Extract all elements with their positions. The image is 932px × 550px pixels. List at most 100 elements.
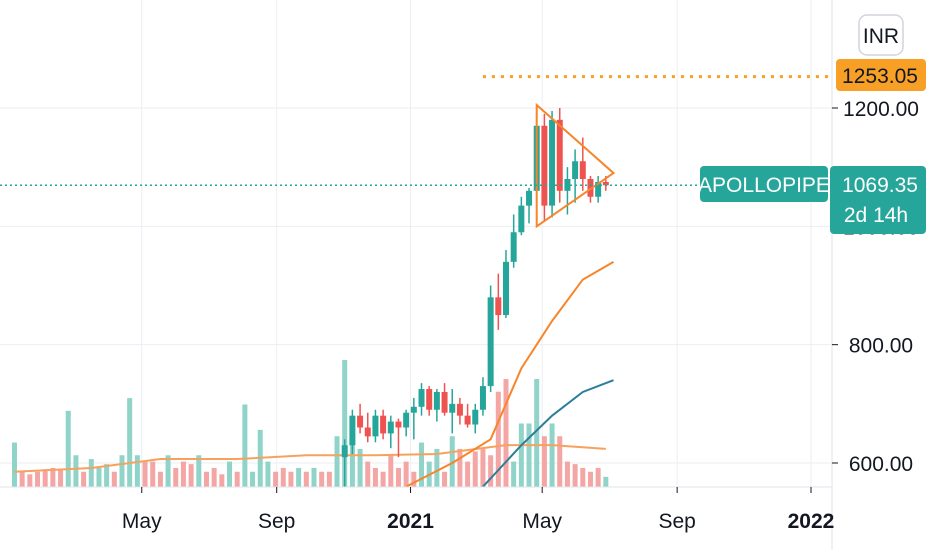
volume-bar [388, 455, 394, 487]
candle-body [602, 181, 609, 186]
candle-body [426, 389, 433, 410]
volume-bar [465, 461, 471, 487]
candle-body [472, 409, 479, 425]
volume-bar [203, 471, 209, 487]
volume-bar [219, 474, 225, 487]
price-lines [0, 75, 832, 187]
volume-bar [403, 461, 409, 487]
candle-body [441, 392, 448, 413]
candle-body [380, 415, 387, 434]
volume-bar [134, 455, 140, 487]
volume-bar [495, 391, 501, 487]
target-price-tag: 1253.05 [836, 59, 926, 91]
bar-countdown: 2d 14h [844, 204, 908, 227]
x-tick-label: Sep [658, 510, 695, 533]
volume-bar [11, 442, 17, 487]
candle-body [387, 421, 394, 434]
volume-bar [19, 471, 25, 487]
x-tick-label: May [522, 510, 562, 533]
candle-body [403, 412, 410, 428]
x-tick-label: Sep [258, 510, 295, 533]
volume-bar [572, 464, 578, 487]
volume-bar [288, 471, 294, 487]
volume-bar [88, 459, 94, 487]
volume-bar [280, 467, 286, 487]
volume-bar [127, 398, 133, 487]
volume-bars [11, 360, 609, 487]
volume-bar [326, 471, 332, 487]
volume-bar [503, 379, 509, 487]
candle-body [349, 415, 356, 446]
volume-bar [319, 471, 325, 487]
candle-body [572, 161, 579, 179]
volume-bar [227, 461, 233, 487]
candle-body [556, 119, 563, 191]
volume-bar [303, 471, 309, 487]
volume-bar [273, 471, 279, 487]
candle-body [395, 421, 402, 428]
candle-body [495, 297, 502, 316]
volume-bar [35, 471, 41, 487]
volume-bar [372, 467, 378, 487]
volume-bar [165, 455, 171, 487]
candle-body [595, 181, 602, 197]
volume-bar [534, 379, 540, 487]
symbol-tag[interactable]: APOLLOPIPE [698, 166, 830, 202]
volume-bar [411, 471, 417, 487]
y-tick-label: 1200.00 [843, 98, 919, 121]
currency-label: INR [863, 25, 899, 48]
currency-button[interactable]: INR [858, 14, 904, 56]
moving-average-line [405, 260, 615, 488]
volume-bar [42, 469, 48, 487]
y-tick-label: 600.00 [849, 453, 913, 476]
y-tick-label: 800.00 [849, 335, 913, 358]
candle-body [579, 161, 586, 179]
candle-body [364, 427, 371, 437]
volume-bar [119, 455, 125, 487]
triangle-drawing [535, 102, 616, 229]
volume-bar [587, 471, 593, 487]
candle-body [564, 179, 571, 191]
candle-body [418, 389, 425, 407]
candle-body [341, 445, 348, 458]
volume-bar [457, 448, 463, 487]
volume-bar [557, 436, 563, 487]
volume-bar [111, 471, 117, 487]
volume-bar [211, 467, 217, 487]
volume-bar [73, 455, 79, 487]
volume-bar [349, 429, 355, 487]
candle-body [502, 261, 509, 316]
last-price-value: 1069.35 [842, 174, 918, 197]
volume-bar [518, 423, 524, 487]
volume-bar [549, 423, 555, 487]
volume-bar [472, 451, 478, 487]
volume-bar [311, 467, 317, 487]
candle-body [357, 415, 364, 428]
volume-bar [434, 448, 440, 487]
candle-body [518, 205, 525, 233]
moving-average-line [14, 444, 606, 473]
grid-lines [0, 0, 832, 487]
volume-bar [488, 455, 494, 487]
triangle-pattern[interactable] [535, 102, 616, 229]
volume-bar [595, 467, 601, 487]
volume-bar [380, 471, 386, 487]
symbol-label: APOLLOPIPE [698, 174, 830, 197]
volume-bar [27, 474, 33, 487]
candle-body [541, 125, 548, 206]
candle-body [487, 297, 494, 387]
volume-bar [296, 467, 302, 487]
candlesticks [341, 105, 609, 487]
volume-bar [104, 464, 110, 487]
volume-bar [442, 471, 448, 487]
last-price-tag: 1069.35 2d 14h [830, 166, 926, 234]
price-scale-tags: INR 1253.05 APOLLOPIPE 1069.35 2d 14h [698, 14, 926, 234]
volume-bar [180, 461, 186, 487]
volume-bar [449, 436, 455, 487]
volume-bar [50, 467, 56, 487]
volume-bar [564, 461, 570, 487]
candle-body [479, 386, 486, 410]
volume-bar [81, 471, 87, 487]
